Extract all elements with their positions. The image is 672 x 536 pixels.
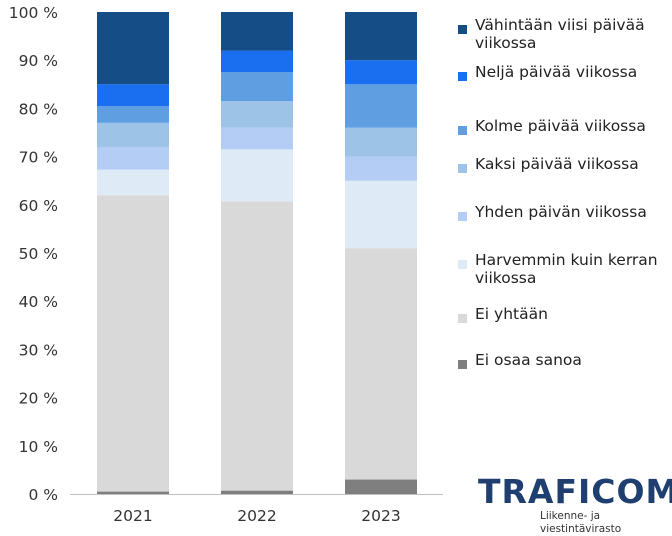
legend-swatch [458, 212, 467, 221]
bar-segment [221, 149, 293, 202]
bar-segment [221, 490, 293, 494]
traficom-branding: TRAFICOM Liikenne- ja viestintävirasto [478, 474, 672, 536]
stacked-bar-chart: 0 % 10 % 20 % 30 % 40 % 50 % 60 % 70 % 80 % 90 % 1… [9, 4, 443, 525]
y-tick-label: 100 % [9, 4, 58, 22]
x-tick-label: 2021 [113, 507, 152, 525]
legend-label: Neljä päivää viikossa [475, 63, 638, 81]
legend-swatch [458, 72, 467, 81]
y-tick-label: 70 % [19, 149, 58, 167]
bar-segment [97, 146, 169, 170]
bar-segment [221, 127, 293, 150]
bar-segment [97, 105, 169, 123]
x-tick-label: 2022 [237, 507, 276, 525]
bar-segment [345, 180, 417, 249]
y-tick-label: 20 % [19, 390, 58, 408]
legend-item: Ei yhtään [458, 305, 672, 323]
legend-label: Ei yhtään [475, 305, 548, 323]
bar-segment [97, 195, 169, 492]
legend-label: Vähintään viisi päivää viikossa [475, 16, 645, 52]
traficom-logo: TRAFICOM [478, 472, 672, 511]
bar-segment [345, 156, 417, 181]
legend-item: Yhden päivän viikossa [458, 203, 672, 221]
y-tick-label: 10 % [19, 438, 58, 456]
legend-swatch [458, 260, 467, 269]
y-tick-label: 40 % [19, 293, 58, 311]
legend-item: Harvemmin kuin kerran viikossa [458, 251, 672, 287]
bar-segment [97, 491, 169, 494]
legend-swatch [458, 25, 467, 34]
bar-segment [221, 201, 293, 491]
traficom-subtitle: Liikenne- ja viestintävirasto [540, 510, 622, 535]
bar-segment [97, 169, 169, 196]
bar-segment [345, 479, 417, 494]
y-tick-label: 30 % [19, 341, 58, 359]
y-axis: 0 % 10 % 20 % 30 % 40 % 50 % 60 % 70 % 80 % 90 % 1… [9, 4, 58, 504]
bar-segment [345, 84, 417, 128]
legend-label: Yhden päivän viikossa [475, 203, 647, 221]
y-tick-label: 60 % [19, 197, 58, 215]
bar-segment [221, 12, 293, 51]
bars [97, 12, 417, 494]
bar-segment [221, 50, 293, 73]
legend-label: Ei osaa sanoa [475, 351, 582, 369]
bar-segment [345, 248, 417, 480]
legend-swatch [458, 314, 467, 323]
legend-label: Kaksi päivää viikossa [475, 155, 639, 173]
x-axis: 2021 2022 2023 [70, 494, 443, 525]
legend-item: Neljä päivää viikossa [458, 63, 672, 81]
bar-segment [97, 122, 169, 147]
legend-item: Vähintään viisi päivää viikossa [458, 16, 672, 52]
bar-segment [345, 127, 417, 157]
y-tick-label: 80 % [19, 100, 58, 118]
legend-item: Kaksi päivää viikossa [458, 155, 672, 173]
bar-segment [345, 60, 417, 85]
legend-label: Harvemmin kuin kerran viikossa [475, 251, 658, 287]
bar-segment [221, 101, 293, 128]
y-tick-label: 0 % [28, 486, 58, 504]
legend-item: Kolme päivää viikossa [458, 117, 672, 135]
legend-item: Ei osaa sanoa [458, 351, 672, 369]
legend-swatch [458, 360, 467, 369]
x-tick-label: 2023 [361, 507, 400, 525]
y-tick-label: 90 % [19, 52, 58, 70]
legend-swatch [458, 164, 467, 173]
y-tick-label: 50 % [19, 245, 58, 263]
bar-segment [345, 12, 417, 61]
legend-label: Kolme päivää viikossa [475, 117, 646, 135]
bar-segment [97, 84, 169, 106]
bar-segment [97, 12, 169, 85]
bar-segment [221, 72, 293, 102]
legend-swatch [458, 126, 467, 135]
